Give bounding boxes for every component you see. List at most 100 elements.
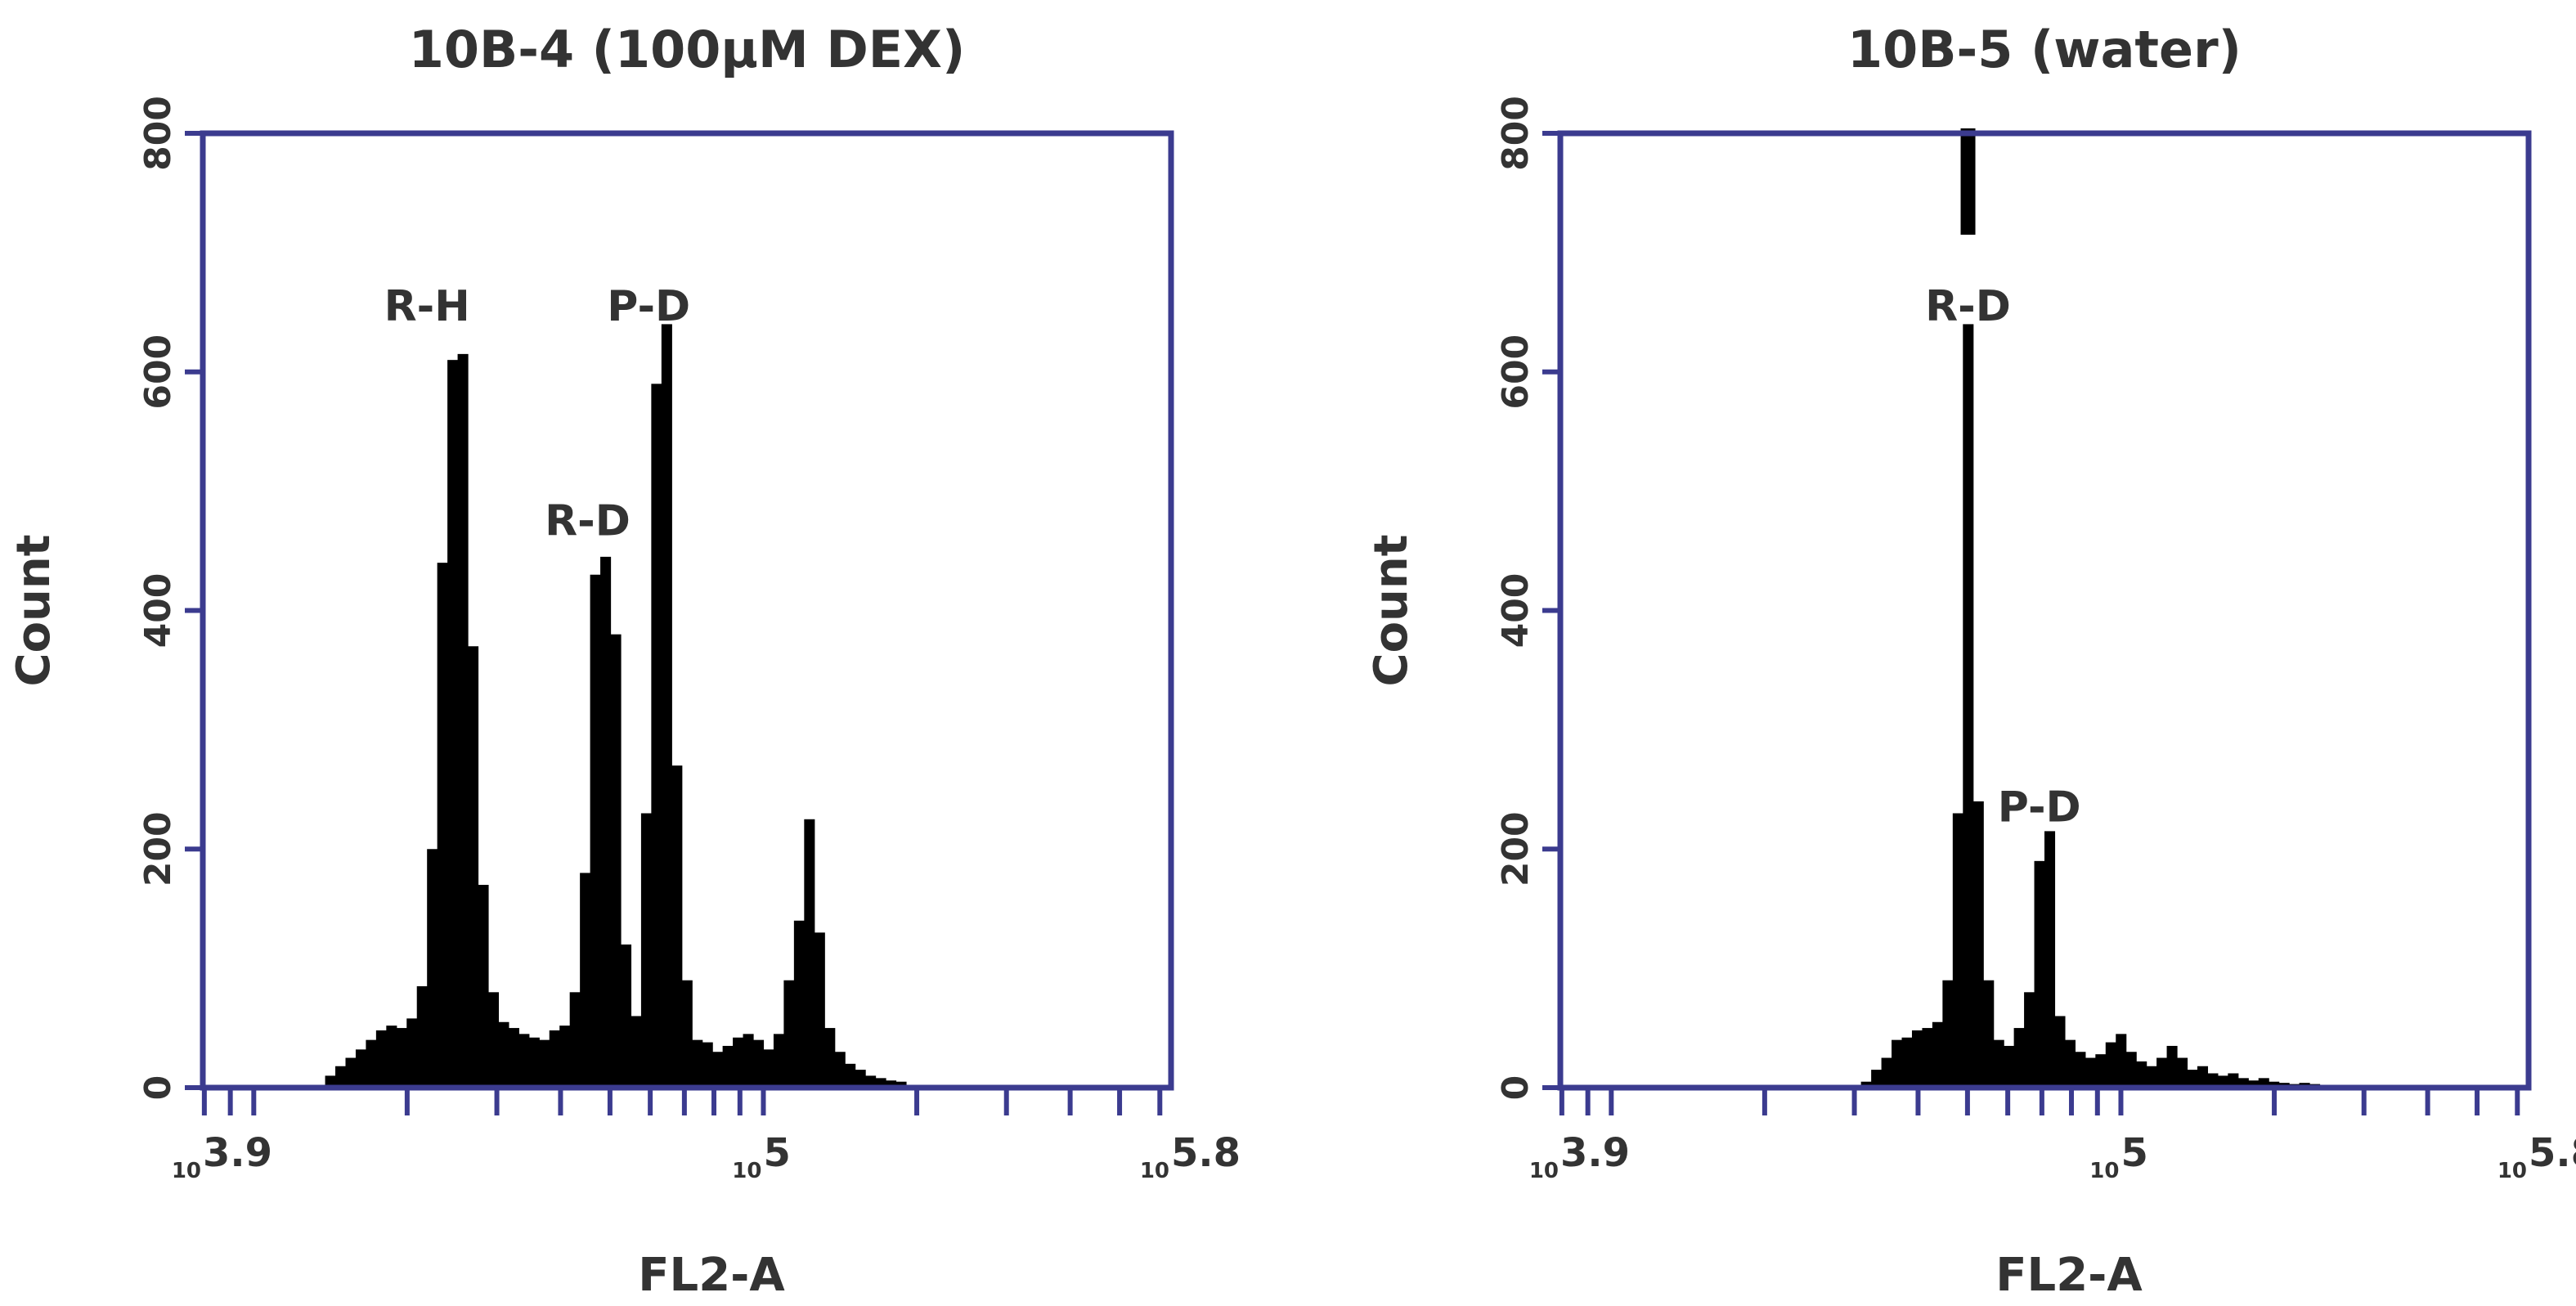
peak-annotation: R-D — [545, 496, 631, 545]
histogram-bar — [2187, 1070, 2198, 1088]
histogram-bar — [661, 324, 672, 1088]
histogram-bar — [733, 1037, 744, 1088]
histogram-bar — [1963, 324, 1974, 1088]
histogram-bar — [600, 556, 612, 1088]
histogram-bar — [1952, 813, 1963, 1088]
histogram-bar — [396, 1028, 407, 1088]
histogram-bar — [631, 1016, 642, 1088]
histogram-bar — [2248, 1080, 2260, 1088]
histogram-bar — [1901, 1037, 1913, 1088]
peak-annotation: R-D — [1925, 282, 2011, 331]
histogram-bar — [1892, 1039, 1903, 1088]
histogram-bar — [834, 1052, 846, 1088]
x-tick-label-base: 10 — [2089, 1159, 2119, 1183]
x-tick-label-base: 10 — [1529, 1159, 1559, 1183]
histogram-bar — [498, 1021, 509, 1088]
histogram-bar — [875, 1078, 886, 1088]
histogram-bar — [2237, 1078, 2249, 1088]
clipped-bar-overflow — [1960, 128, 1976, 235]
histogram-bar — [2177, 1057, 2188, 1088]
histogram-bar — [753, 1039, 765, 1088]
y-tick-label: 0 — [137, 1075, 179, 1101]
histogram-bar — [2004, 1045, 2015, 1088]
peak-annotation: P-D — [607, 282, 690, 331]
histogram-bar — [580, 873, 591, 1088]
histogram-bar — [2116, 1034, 2127, 1088]
y-tick-label: 200 — [137, 811, 179, 886]
histogram-bar — [2085, 1057, 2096, 1088]
histogram-bar — [1983, 980, 1995, 1088]
y-tick-label: 0 — [1495, 1075, 1537, 1101]
histogram-bar — [590, 574, 601, 1088]
histogram-bar — [773, 1034, 784, 1088]
x-tick-label-base: 10 — [172, 1159, 201, 1183]
histogram-bar — [743, 1034, 754, 1088]
histogram-bar — [681, 980, 693, 1088]
histogram-bar — [712, 1052, 724, 1088]
y-tick-label: 800 — [137, 96, 179, 171]
histogram-bar — [2075, 1052, 2086, 1088]
histogram-bar — [2136, 1061, 2147, 1088]
histogram-bar — [457, 353, 469, 1088]
y-tick-label: 800 — [1495, 96, 1537, 171]
histogram-bar — [437, 563, 448, 1088]
x-axis-label: FL2-A — [1995, 1249, 2143, 1302]
histogram-bar — [855, 1070, 866, 1088]
x-tick-label-exponent: 5 — [763, 1130, 790, 1176]
y-tick-label: 400 — [137, 573, 179, 649]
x-axis-label: FL2-A — [638, 1249, 785, 1302]
histogram-bar — [895, 1081, 907, 1088]
x-tick-label-exponent: 5.8 — [2529, 1130, 2576, 1176]
histogram-bar — [1860, 1081, 1872, 1088]
peak-annotation: P-D — [1998, 783, 2081, 832]
histogram-bar — [345, 1057, 357, 1088]
histogram-bar — [508, 1028, 519, 1088]
histogram-bar — [2064, 1039, 2076, 1088]
histogram-bar — [824, 1028, 836, 1088]
histogram-bar — [1922, 1028, 1933, 1088]
histogram-bar — [2125, 1052, 2137, 1088]
histogram-bar — [478, 885, 489, 1088]
histogram-bar — [2044, 831, 2056, 1088]
histogram-bar — [1972, 801, 1984, 1088]
histogram-bar — [518, 1034, 530, 1088]
histogram-bar — [793, 920, 805, 1088]
histogram-bar — [610, 634, 622, 1088]
x-tick-label-exponent: 3.9 — [1560, 1130, 1630, 1176]
histogram-bar — [2197, 1066, 2209, 1088]
x-tick-label-base: 10 — [732, 1159, 761, 1183]
histogram-bar — [335, 1066, 347, 1088]
histogram-bar — [692, 1039, 703, 1088]
histogram-bar — [427, 849, 438, 1088]
histogram-bar — [2024, 992, 2035, 1088]
y-tick-label: 600 — [137, 334, 179, 410]
histogram-bar — [2166, 1045, 2178, 1088]
histogram-bar — [2146, 1066, 2157, 1088]
histogram-bar — [2054, 1016, 2066, 1088]
histogram-bar — [722, 1045, 734, 1088]
histogram-bar — [651, 384, 662, 1088]
histogram-bar — [366, 1039, 377, 1088]
x-tick-label-exponent: 5 — [2120, 1130, 2147, 1176]
histogram-bar — [2095, 1054, 2107, 1088]
histogram-bar — [2269, 1081, 2280, 1088]
histogram-bar — [2228, 1073, 2239, 1088]
histogram-bar — [1993, 1039, 2004, 1088]
histogram-bar — [468, 646, 479, 1088]
histogram-bar — [2156, 1057, 2168, 1088]
y-tick-label: 200 — [1495, 811, 1537, 886]
x-tick-label-base: 10 — [2497, 1159, 2527, 1183]
histogram-bar — [1881, 1057, 1892, 1088]
histogram-bar — [325, 1075, 336, 1088]
histogram-bar — [355, 1049, 367, 1088]
histogram-bar — [528, 1037, 540, 1088]
x-tick-label-exponent: 3.9 — [203, 1130, 272, 1176]
histogram-bar — [569, 992, 581, 1088]
histogram-bar — [375, 1030, 387, 1088]
peak-annotation: R-H — [384, 282, 470, 331]
y-tick-label: 600 — [1495, 334, 1537, 410]
histogram-bar — [1871, 1070, 1883, 1088]
histogram-bar — [2013, 1028, 2025, 1088]
